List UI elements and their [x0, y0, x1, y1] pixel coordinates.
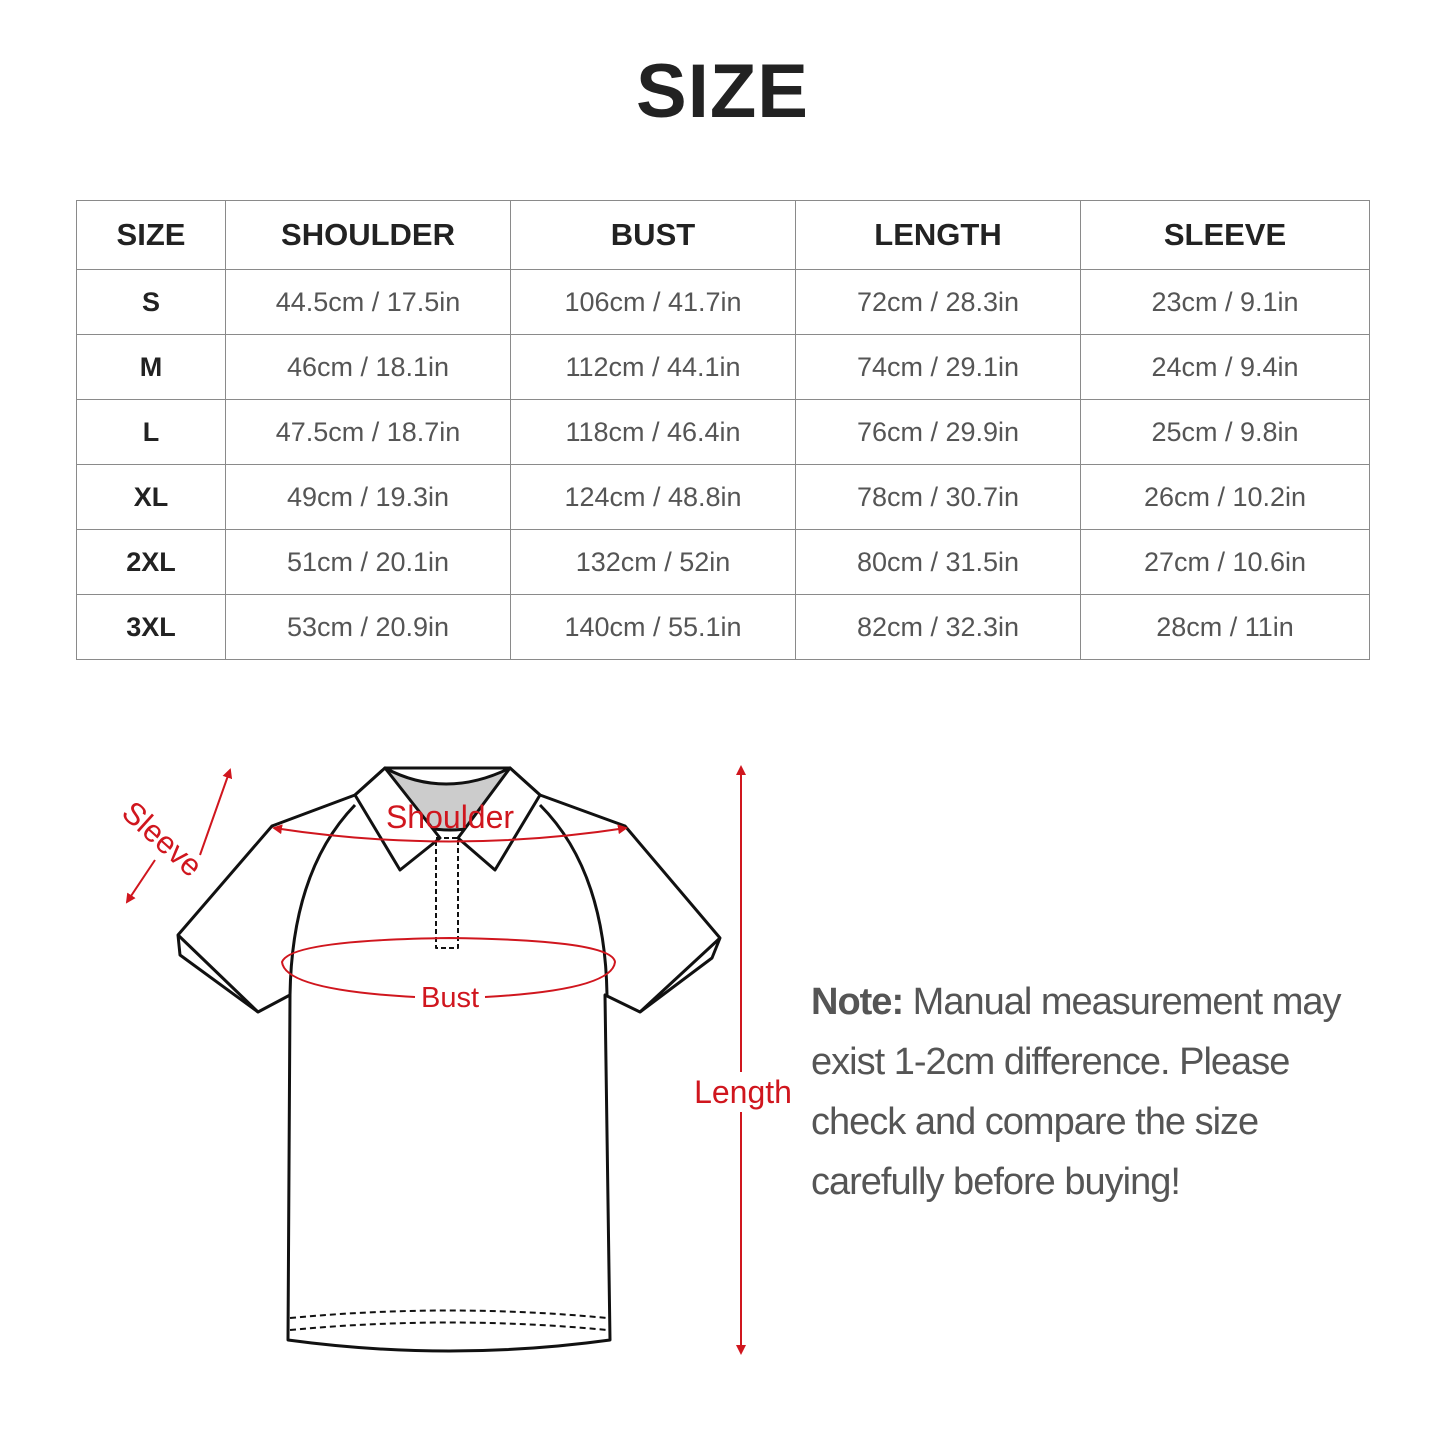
- measurement-cell: 26cm / 10.2in: [1080, 464, 1370, 530]
- header-bust: BUST: [510, 200, 796, 270]
- note-text: Manual measurement may exist 1-2cm diffe…: [811, 981, 1342, 1203]
- measurement-cell: 24cm / 9.4in: [1080, 334, 1370, 400]
- bust-ellipse: [280, 936, 617, 998]
- measurement-cell: 23cm / 9.1in: [1080, 269, 1370, 335]
- measurement-cell: 25cm / 9.8in: [1080, 399, 1370, 465]
- measurement-cell: 44.5cm / 17.5in: [225, 269, 511, 335]
- measurement-cell: 53cm / 20.9in: [225, 594, 511, 660]
- measurement-cell: 124cm / 48.8in: [510, 464, 796, 530]
- label-sleeve: Sleeve: [115, 794, 209, 883]
- header-size: SIZE: [76, 200, 226, 270]
- table-row: L 47.5cm / 18.7in 118cm / 46.4in 76cm / 29.…: [76, 399, 1370, 465]
- sleeve-arrow-up: [199, 768, 233, 856]
- measure-lines: [125, 765, 746, 1355]
- measurement-cell: 82cm / 32.3in: [795, 594, 1081, 660]
- table-row: S 44.5cm / 17.5in 106cm / 41.7in 72cm / 28.…: [76, 269, 1370, 335]
- measurement-cell: 51cm / 20.1in: [225, 529, 511, 595]
- measurement-cell: 49cm / 19.3in: [225, 464, 511, 530]
- size-cell: S: [76, 269, 226, 335]
- size-cell: 2XL: [76, 529, 226, 595]
- measurement-note: Note: Manual measurement may exist 1-2cm…: [811, 972, 1371, 1212]
- note-label: Note:: [811, 981, 904, 1023]
- size-cell: M: [76, 334, 226, 400]
- size-table: SIZE SHOULDER BUST LENGTH SLEEVE S 44.5cm…: [76, 200, 1370, 660]
- measurement-cell: 28cm / 11in: [1080, 594, 1370, 660]
- label-bust: Bust: [421, 982, 479, 1014]
- table-header-row: SIZE SHOULDER BUST LENGTH SLEEVE: [76, 200, 1370, 270]
- shirt-outline: [176, 766, 722, 1353]
- measurement-cell: 112cm / 44.1in: [510, 334, 796, 400]
- measurement-cell: 47.5cm / 18.7in: [225, 399, 511, 465]
- measurement-cell: 46cm / 18.1in: [225, 334, 511, 400]
- shoulder-arrow: [272, 824, 628, 843]
- measurement-cell: 27cm / 10.6in: [1080, 529, 1370, 595]
- measurement-cell: 106cm / 41.7in: [510, 269, 796, 335]
- measurement-cell: 140cm / 55.1in: [510, 594, 796, 660]
- size-cell: XL: [76, 464, 226, 530]
- label-length: Length: [694, 1074, 792, 1110]
- table-row: 3XL 53cm / 20.9in 140cm / 55.1in 82cm / 32.…: [76, 594, 1370, 660]
- table-row: 2XL 51cm / 20.1in 132cm / 52in 80cm / 31.5i…: [76, 529, 1370, 595]
- header-length: LENGTH: [795, 200, 1081, 270]
- size-cell: 3XL: [76, 594, 226, 660]
- measurement-cell: 74cm / 29.1in: [795, 334, 1081, 400]
- label-shoulder: Shoulder: [386, 799, 514, 835]
- table-row: M 46cm / 18.1in 112cm / 44.1in 74cm / 29.1i…: [76, 334, 1370, 400]
- size-cell: L: [76, 399, 226, 465]
- table-row: XL 49cm / 19.3in 124cm / 48.8in 78cm / 30.7…: [76, 464, 1370, 530]
- header-sleeve: SLEEVE: [1080, 200, 1370, 270]
- sleeve-arrow-down: [125, 859, 156, 904]
- measurement-cell: 118cm / 46.4in: [510, 399, 796, 465]
- page-title: SIZE: [636, 49, 809, 134]
